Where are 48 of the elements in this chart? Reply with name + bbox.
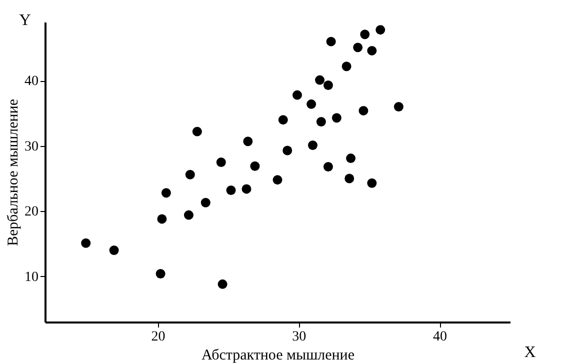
point — [323, 162, 333, 172]
point — [292, 90, 302, 100]
point — [346, 154, 356, 164]
x-tick-label: 30 — [292, 330, 306, 344]
point — [308, 140, 318, 150]
point — [323, 80, 333, 90]
point — [282, 146, 292, 156]
point — [218, 279, 228, 289]
point — [272, 175, 282, 185]
point — [344, 174, 354, 184]
x-tick-label: 40 — [433, 330, 448, 344]
point — [367, 46, 377, 56]
y-axis-title: Вербальное мышление — [6, 98, 22, 246]
point — [157, 214, 167, 224]
x-axis-title: Абстрактное мышление — [202, 348, 355, 364]
point — [376, 25, 386, 35]
point — [226, 186, 236, 195]
point — [250, 161, 260, 171]
point — [278, 115, 288, 125]
text: X — [524, 344, 536, 361]
point — [192, 126, 202, 136]
point — [243, 136, 253, 146]
point — [342, 62, 352, 72]
point — [315, 75, 325, 85]
point — [316, 117, 326, 127]
point — [109, 246, 119, 255]
point — [306, 99, 316, 109]
point — [332, 113, 342, 123]
point — [161, 188, 171, 198]
point — [367, 178, 377, 188]
text: Y — [19, 12, 32, 29]
point — [353, 42, 363, 52]
point — [360, 30, 370, 40]
point — [216, 157, 226, 167]
y-tick-label: 20 — [24, 204, 38, 220]
x-tick-label: 20 — [151, 330, 166, 344]
y-tick-label: 30 — [24, 139, 38, 154]
point — [242, 184, 252, 194]
point — [184, 210, 194, 220]
point — [81, 238, 91, 248]
point — [156, 269, 166, 278]
point — [358, 106, 368, 116]
y-tick-label: 10 — [24, 270, 38, 285]
point — [394, 102, 404, 112]
point — [185, 170, 195, 180]
point — [326, 36, 336, 46]
point — [200, 198, 210, 208]
y-tick-label: 40 — [24, 74, 38, 90]
